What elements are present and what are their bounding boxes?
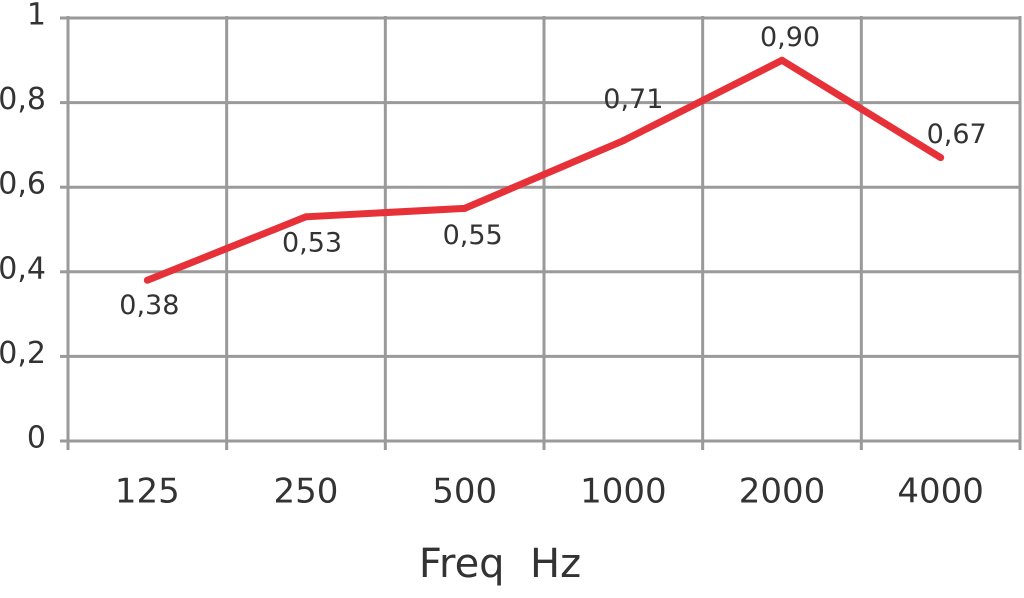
data-point xyxy=(302,213,310,221)
data-point xyxy=(778,56,786,64)
data-label: 0,38 xyxy=(119,290,179,321)
x-tick-label: 4000 xyxy=(897,472,984,512)
data-point xyxy=(461,204,469,212)
data-label: 0,55 xyxy=(443,220,503,251)
data-point xyxy=(937,154,945,162)
data-label: 0,53 xyxy=(282,227,342,258)
data-point xyxy=(143,276,151,284)
data-point xyxy=(619,137,627,145)
data-line xyxy=(146,56,943,284)
y-tick-label: 0,4 xyxy=(0,251,46,286)
data-label: 0,90 xyxy=(760,22,820,53)
x-tick-label: 500 xyxy=(432,472,497,512)
x-axis-title: Freq Hz xyxy=(419,541,581,587)
y-tick-label: 0,2 xyxy=(0,336,46,371)
y-tick-label: 1 xyxy=(27,0,46,33)
data-label: 0,67 xyxy=(927,119,987,150)
x-tick-label: 1000 xyxy=(580,472,667,512)
data-label: 0,71 xyxy=(603,84,663,115)
y-tick-label: 0,6 xyxy=(0,167,46,202)
x-tick-label: 250 xyxy=(274,472,339,512)
y-tick-label: 0 xyxy=(27,421,46,456)
x-tick-label: 2000 xyxy=(739,472,826,512)
x-tick-label: 125 xyxy=(115,472,180,512)
y-tick-label: 0,8 xyxy=(0,82,46,117)
